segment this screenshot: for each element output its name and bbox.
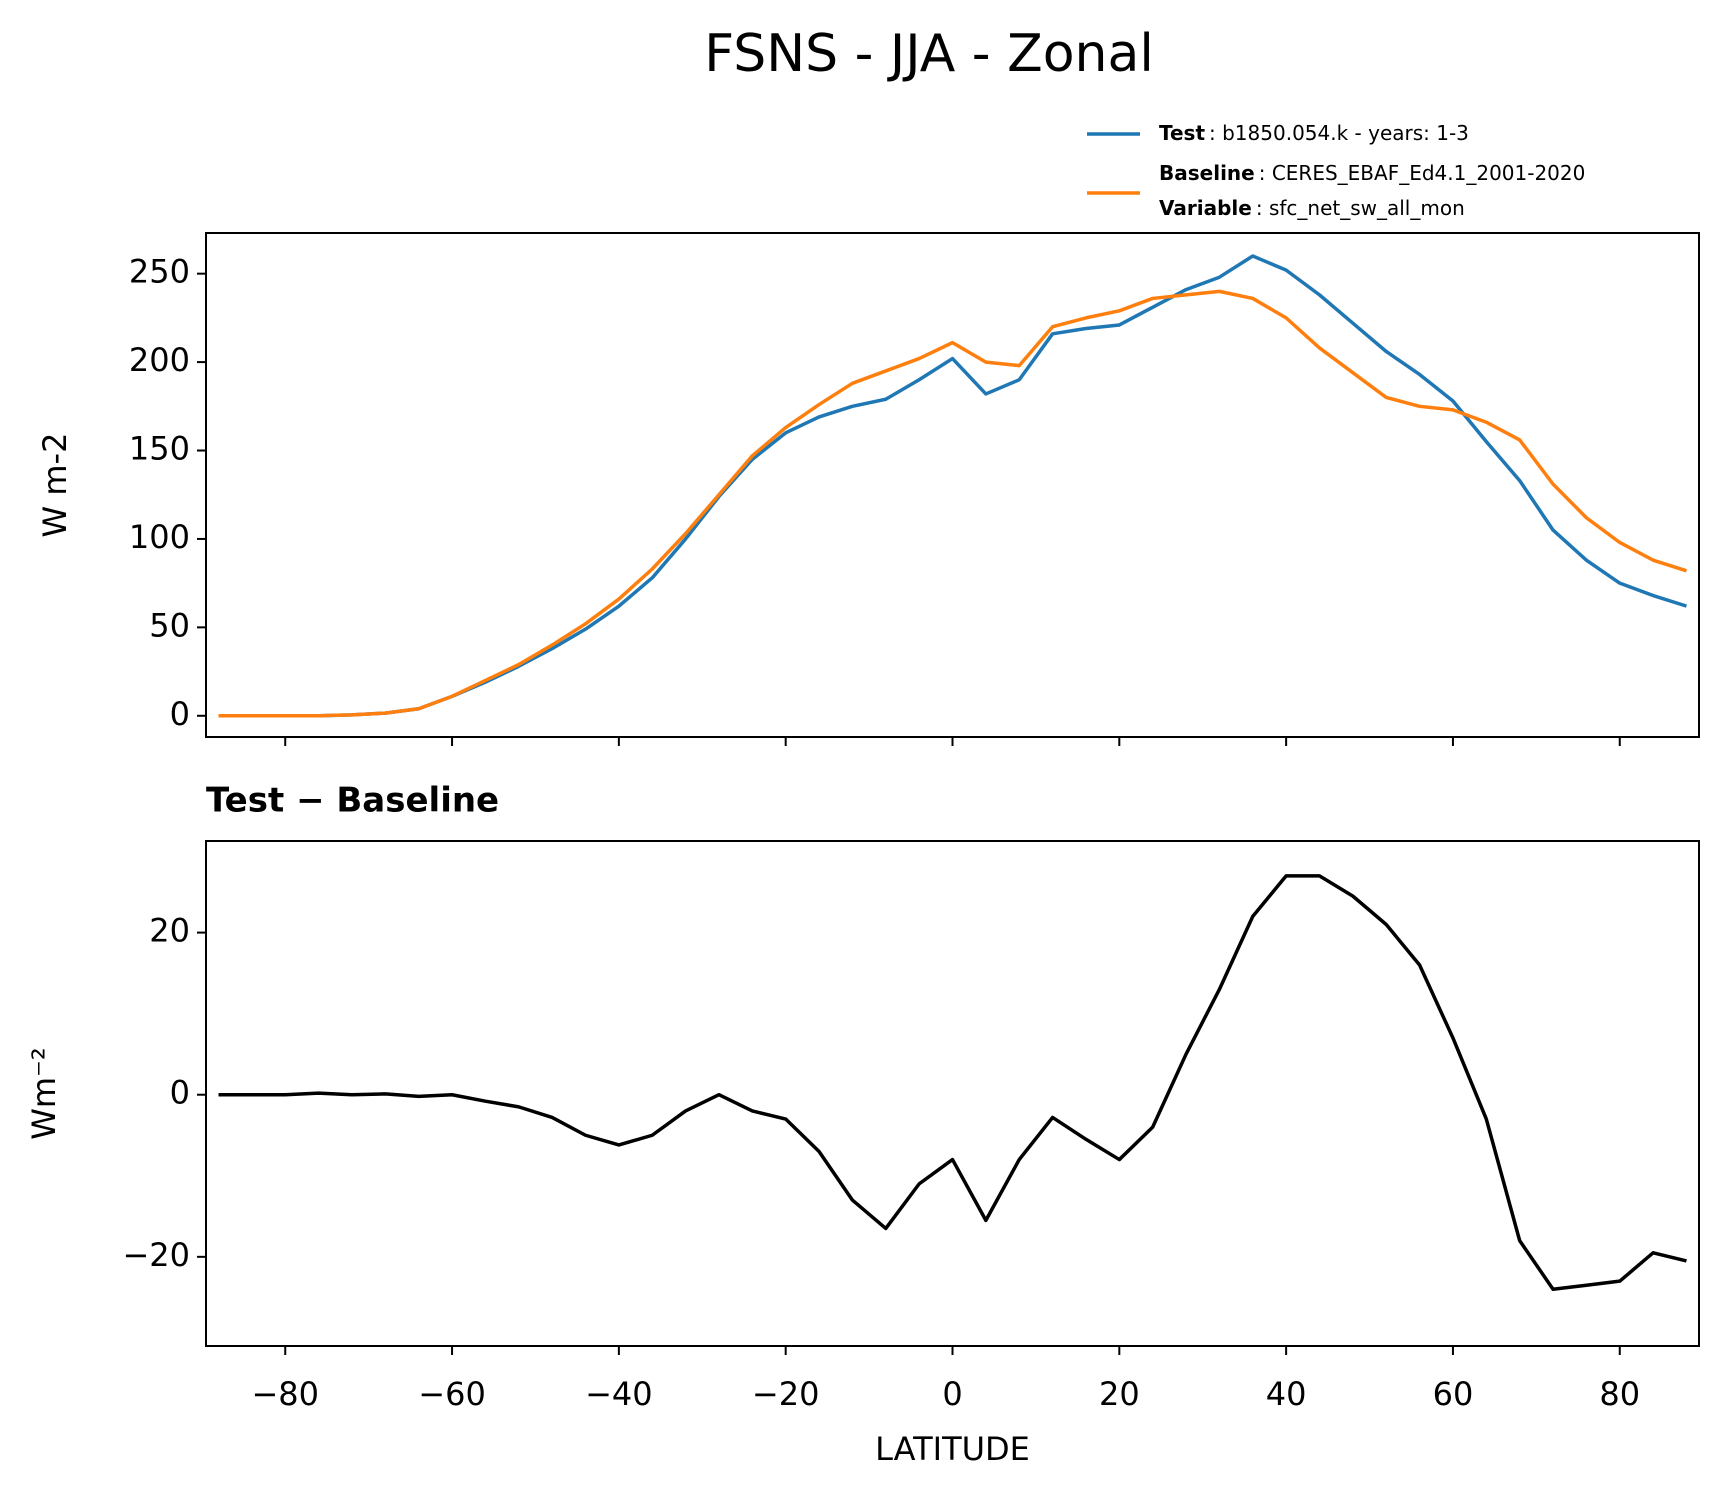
legend-note: Variable: sfc_net_sw_all_mon bbox=[1159, 196, 1465, 220]
x-tick-label: 0 bbox=[942, 1375, 962, 1413]
y-tick-label: 50 bbox=[149, 606, 190, 644]
x-tick-label: −40 bbox=[585, 1375, 653, 1413]
y-tick-label: 250 bbox=[129, 253, 190, 291]
x-tick-label: −60 bbox=[418, 1375, 486, 1413]
x-tick-label: 40 bbox=[1266, 1375, 1307, 1413]
y-tick-label: 150 bbox=[129, 430, 190, 468]
legend-name: Test bbox=[1159, 121, 1205, 145]
y-tick-label: −20 bbox=[122, 1236, 190, 1274]
data-line bbox=[218, 289, 1688, 718]
y-tick-label: 200 bbox=[129, 341, 190, 379]
y-tick-label: 0 bbox=[170, 695, 190, 733]
x-tick-label: 20 bbox=[1099, 1375, 1140, 1413]
data-line bbox=[218, 874, 1687, 1292]
x-tick-label: −80 bbox=[251, 1375, 319, 1413]
x-axis-label: LATITUDE bbox=[875, 1430, 1030, 1468]
plot-area bbox=[218, 874, 1687, 1292]
x-tick-label: 80 bbox=[1599, 1375, 1640, 1413]
axes-frame bbox=[205, 840, 1700, 1347]
panel-title: Test − Baseline bbox=[206, 781, 499, 821]
y-tick-label: 0 bbox=[170, 1074, 190, 1112]
plot-area bbox=[218, 254, 1688, 718]
y-tick-label: 20 bbox=[149, 912, 190, 950]
y-tick-label: 100 bbox=[129, 518, 190, 556]
x-tick-label: −20 bbox=[752, 1375, 820, 1413]
y-axis-label: W m-2 bbox=[36, 433, 74, 538]
axes-frame bbox=[205, 232, 1700, 738]
figure-title: FSNS - JJA - Zonal bbox=[704, 24, 1154, 84]
legend-detail: : b1850.054.k - years: 1-3 bbox=[1209, 121, 1469, 145]
legend-detail: : CERES_EBAF_Ed4.1_2001-2020 bbox=[1259, 161, 1586, 185]
y-axis-label: Wm⁻² bbox=[25, 1047, 63, 1140]
legend-note-name: Variable bbox=[1159, 196, 1252, 220]
legend-name: Baseline bbox=[1159, 161, 1255, 185]
legend-entry: Baseline: CERES_EBAF_Ed4.1_2001-2020 bbox=[1159, 161, 1585, 185]
legend-note-detail: : sfc_net_sw_all_mon bbox=[1256, 196, 1465, 220]
legend-entry: Test: b1850.054.k - years: 1-3 bbox=[1159, 121, 1469, 145]
x-tick-label: 60 bbox=[1433, 1375, 1474, 1413]
